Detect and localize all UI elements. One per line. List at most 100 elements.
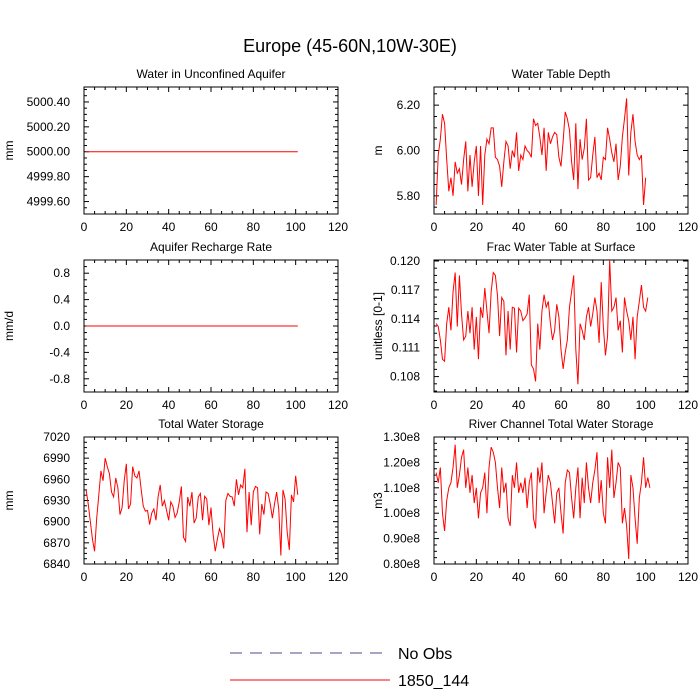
chart-6-y-tick-label: 1.00e8: [383, 506, 420, 520]
chart-5-x-tick-label: 40: [162, 570, 176, 584]
chart-5-total-water-storage: 0 20 40 60 80 100 120 6840 6870 6900 6930 6960 6990 7…: [2, 417, 348, 584]
chart-4-y-tick-label: 0.114: [391, 312, 420, 326]
chart-1-title: Water in Unconfined Aquifer: [137, 67, 286, 81]
chart-5-y-tick-label: 7020: [43, 430, 70, 444]
chart-6-x-tick-label: 80: [597, 570, 611, 584]
figure-title: Europe (45-60N,10W-30E): [243, 36, 457, 56]
chart-1-water-in-unconfined-aquifer: 0 20 40 60 80 100 120 4999.60 4999.80 5000.00 5000…: [2, 67, 348, 234]
chart-2-title: Water Table Depth: [512, 67, 611, 81]
chart-3-y-tick-label: 0.8: [53, 266, 70, 280]
chart-3-x-tick-label: 0: [81, 398, 88, 412]
chart-2-x-tick-label: 0: [431, 220, 438, 234]
chart-4-x-tick-label: 40: [512, 398, 526, 412]
chart-1-x-tick-label: 0: [81, 220, 88, 234]
chart-4-x-tick-label: 120: [678, 398, 698, 412]
chart-4-y-tick-label: 0.108: [390, 370, 420, 384]
chart-3-y-tick-label: 0.0: [53, 319, 70, 333]
legend-label-1850-144: 1850_144: [398, 673, 469, 690]
chart-4-y-tick-label: 0.117: [391, 283, 420, 297]
chart-1-y-tick-label: 5000.20: [27, 120, 71, 134]
chart-3-y-tick-label: -0.4: [49, 345, 70, 359]
chart-5-y-tick-label: 6960: [43, 472, 70, 486]
chart-4-x-tick-label: 60: [554, 398, 568, 412]
chart-1-x-tick-label: 100: [286, 220, 306, 234]
chart-1-plot-frame: [83, 86, 339, 215]
chart-5-y-tick-label: 6840: [43, 557, 70, 571]
chart-6-y-tick-label: 1.20e8: [383, 455, 420, 469]
chart-5-x-tick-label: 80: [247, 570, 261, 584]
chart-3-y-axis-label: mm/d: [2, 311, 16, 341]
legend-label-no-obs: No Obs: [398, 646, 452, 663]
chart-3-aquifer-recharge-rate: 0 20 40 60 80 100 120 -0.8 -0.4 0.0 0.4 0.8 Aquifer …: [2, 240, 348, 412]
chart-6-river-channel-total-water-storage: 0 20 40 60 80 100 120 0.80e8 0.90e8 1.00e8 1.10e8 1…: [371, 417, 698, 584]
chart-2-y-axis-label: m: [371, 146, 385, 156]
chart-2-x-tick-label: 100: [636, 220, 656, 234]
chart-4-x-tick-label: 0: [431, 398, 438, 412]
chart-1-x-tick-label: 80: [247, 220, 261, 234]
chart-3-x-tick-label: 20: [120, 398, 134, 412]
chart-1-y-tick-label: 4999.80: [27, 170, 71, 184]
chart-4-y-tick-label: 0.111: [392, 341, 421, 355]
chart-5-plot-frame: [83, 436, 339, 565]
chart-4-y-tick-label: 0.120: [390, 254, 420, 268]
chart-3-title: Aquifer Recharge Rate: [150, 240, 272, 254]
chart-1-y-tick-label: 4999.60: [27, 195, 71, 209]
chart-6-x-tick-label: 20: [470, 570, 484, 584]
panels-layer: 0 20 40 60 80 100 120 4999.60 4999.80 5000.00 5000…: [2, 67, 698, 584]
chart-5-y-axis-label: mm: [2, 491, 16, 511]
chart-6-title: River Channel Total Water Storage: [469, 417, 654, 431]
chart-2-y-tick-label: 6.20: [397, 98, 421, 112]
chart-3-y-tick-label: 0.4: [53, 293, 70, 307]
chart-2-y-tick-label: 5.80: [397, 189, 421, 203]
chart-2-x-tick-label: 80: [597, 220, 611, 234]
chart-5-x-tick-label: 60: [204, 570, 218, 584]
chart-6-x-tick-label: 0: [431, 570, 438, 584]
chart-4-x-tick-label: 80: [597, 398, 611, 412]
chart-4-x-tick-label: 20: [470, 398, 484, 412]
chart-2-x-tick-label: 40: [512, 220, 526, 234]
chart-5-x-tick-label: 0: [81, 570, 88, 584]
chart-3-x-tick-label: 120: [328, 398, 348, 412]
chart-4-y-axis-label: unitless [0-1]: [371, 292, 385, 360]
chart-1-y-axis-label: mm: [2, 141, 16, 161]
chart-1-y-tick-label: 5000.00: [27, 145, 71, 159]
chart-4-frac-water-table-at-surface: 0 20 40 60 80 100 120 0.108 0.111 0.114 0.117 0.120…: [371, 240, 698, 412]
chart-2-x-tick-label: 60: [554, 220, 568, 234]
chart-1-x-tick-label: 20: [120, 220, 134, 234]
chart-5-y-tick-label: 6930: [43, 494, 70, 508]
chart-6-x-tick-label: 120: [678, 570, 698, 584]
chart-1-y-tick-label: 5000.40: [27, 95, 71, 109]
chart-6-y-tick-label: 1.30e8: [383, 430, 420, 444]
chart-4-x-tick-label: 100: [636, 398, 656, 412]
chart-3-x-tick-label: 100: [286, 398, 306, 412]
chart-6-x-tick-label: 100: [636, 570, 656, 584]
chart-5-y-tick-label: 6900: [43, 515, 70, 529]
chart-2-series-line: [435, 98, 647, 205]
chart-1-x-tick-label: 60: [204, 220, 218, 234]
chart-4-title: Frac Water Table at Surface: [487, 240, 636, 254]
chart-6-y-tick-label: 0.80e8: [383, 557, 420, 571]
chart-5-title: Total Water Storage: [158, 417, 264, 431]
chart-6-series-line: [435, 444, 651, 559]
chart-2-plot-frame: [433, 86, 689, 215]
chart-4-plot-frame: [433, 259, 689, 393]
chart-5-y-tick-label: 6870: [43, 536, 70, 550]
chart-6-x-tick-label: 60: [554, 570, 568, 584]
chart-5-x-tick-label: 20: [120, 570, 134, 584]
chart-2-y-tick-label: 6.00: [397, 144, 421, 158]
chart-3-x-tick-label: 80: [247, 398, 261, 412]
chart-5-x-tick-label: 120: [328, 570, 348, 584]
chart-1-x-tick-label: 40: [162, 220, 176, 234]
chart-5-series-line: [85, 458, 299, 556]
chart-2-x-tick-label: 120: [678, 220, 698, 234]
chart-6-plot-frame: [433, 436, 689, 565]
chart-5-x-tick-label: 100: [286, 570, 306, 584]
chart-6-y-tick-label: 1.10e8: [383, 481, 420, 495]
chart-3-y-tick-label: -0.8: [49, 372, 70, 386]
chart-6-x-tick-label: 40: [512, 570, 526, 584]
chart-5-y-tick-label: 6990: [43, 451, 70, 465]
chart-2-water-table-depth: 0 20 40 60 80 100 120 5.80 6.00 6.20 Water Table D…: [371, 67, 698, 234]
chart-3-x-tick-label: 60: [204, 398, 218, 412]
chart-2-x-tick-label: 20: [470, 220, 484, 234]
chart-3-x-tick-label: 40: [162, 398, 176, 412]
